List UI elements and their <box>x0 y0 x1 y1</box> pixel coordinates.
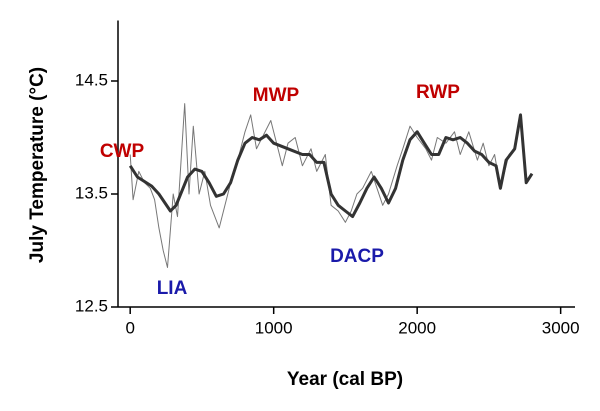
y-tick-label: 12.5 <box>75 296 108 315</box>
annotation: CWP <box>100 141 145 162</box>
x-axis-title: Year (cal BP) <box>287 369 403 390</box>
y-axis-title: July Temperature (°C) <box>27 67 48 263</box>
x-tick-label: 3000 <box>542 318 580 337</box>
x-tick-label: 2000 <box>398 318 436 337</box>
raw-line <box>129 103 533 268</box>
smoothed-line <box>128 113 534 219</box>
x-tick-label: 1000 <box>255 318 293 337</box>
annotation: DACP <box>330 246 384 267</box>
y-tick-label: 14.5 <box>75 70 108 89</box>
annotation: LIA <box>157 278 188 299</box>
x-tick-label: 0 <box>125 318 134 337</box>
annotation: RWP <box>416 82 460 103</box>
annotation: MWP <box>253 85 300 106</box>
y-tick-label: 13.5 <box>75 183 108 202</box>
